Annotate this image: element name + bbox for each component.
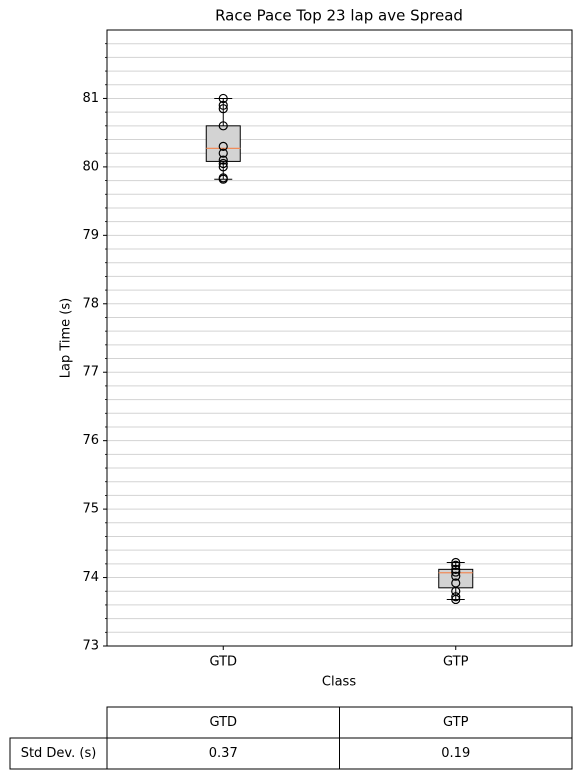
data-point <box>451 564 461 574</box>
data-point <box>218 148 228 158</box>
x-tick-label: GTD <box>209 655 237 670</box>
data-point <box>218 158 228 169</box>
y-tick-label: 75 <box>82 502 99 517</box>
data-point <box>451 567 461 577</box>
data-point <box>218 173 228 183</box>
data-point <box>451 578 461 588</box>
table-cell <box>339 737 573 770</box>
data-point <box>451 560 461 570</box>
plot-frame <box>106 29 573 647</box>
data-point <box>218 93 228 104</box>
y-tick-label: 79 <box>82 228 99 243</box>
data-point <box>451 571 461 581</box>
table-value: 0.37 <box>209 746 238 761</box>
table-value: 0.19 <box>441 746 470 761</box>
table-header: GTP <box>443 715 469 730</box>
table-row-label: Std Dev. (s) <box>21 746 97 761</box>
data-point <box>218 104 228 114</box>
y-tick-label: 74 <box>82 570 99 585</box>
y-tick-label: 73 <box>82 639 99 654</box>
table-header-cell <box>339 706 573 739</box>
data-point <box>218 155 228 165</box>
table-header: GTD <box>209 715 237 730</box>
data-point <box>218 141 228 151</box>
y-tick-label: 76 <box>82 433 99 448</box>
x-tick-label: GTP <box>443 655 469 670</box>
y-tick-label: 80 <box>82 159 99 174</box>
data-point <box>218 162 228 172</box>
y-axis-label: Lap Time (s) <box>59 298 74 378</box>
y-tick-label: 77 <box>82 365 99 380</box>
chart-title: Race Pace Top 23 lap ave Spread <box>215 7 463 25</box>
table-header-cell <box>106 706 340 739</box>
data-point <box>451 592 461 602</box>
data-point <box>218 100 228 110</box>
data-point <box>218 121 228 131</box>
data-point <box>451 557 461 568</box>
table-row-label-cell <box>9 737 108 770</box>
y-tick-label: 78 <box>82 296 99 311</box>
y-tick-label: 81 <box>82 91 99 106</box>
x-axis-label: Class <box>322 675 356 690</box>
